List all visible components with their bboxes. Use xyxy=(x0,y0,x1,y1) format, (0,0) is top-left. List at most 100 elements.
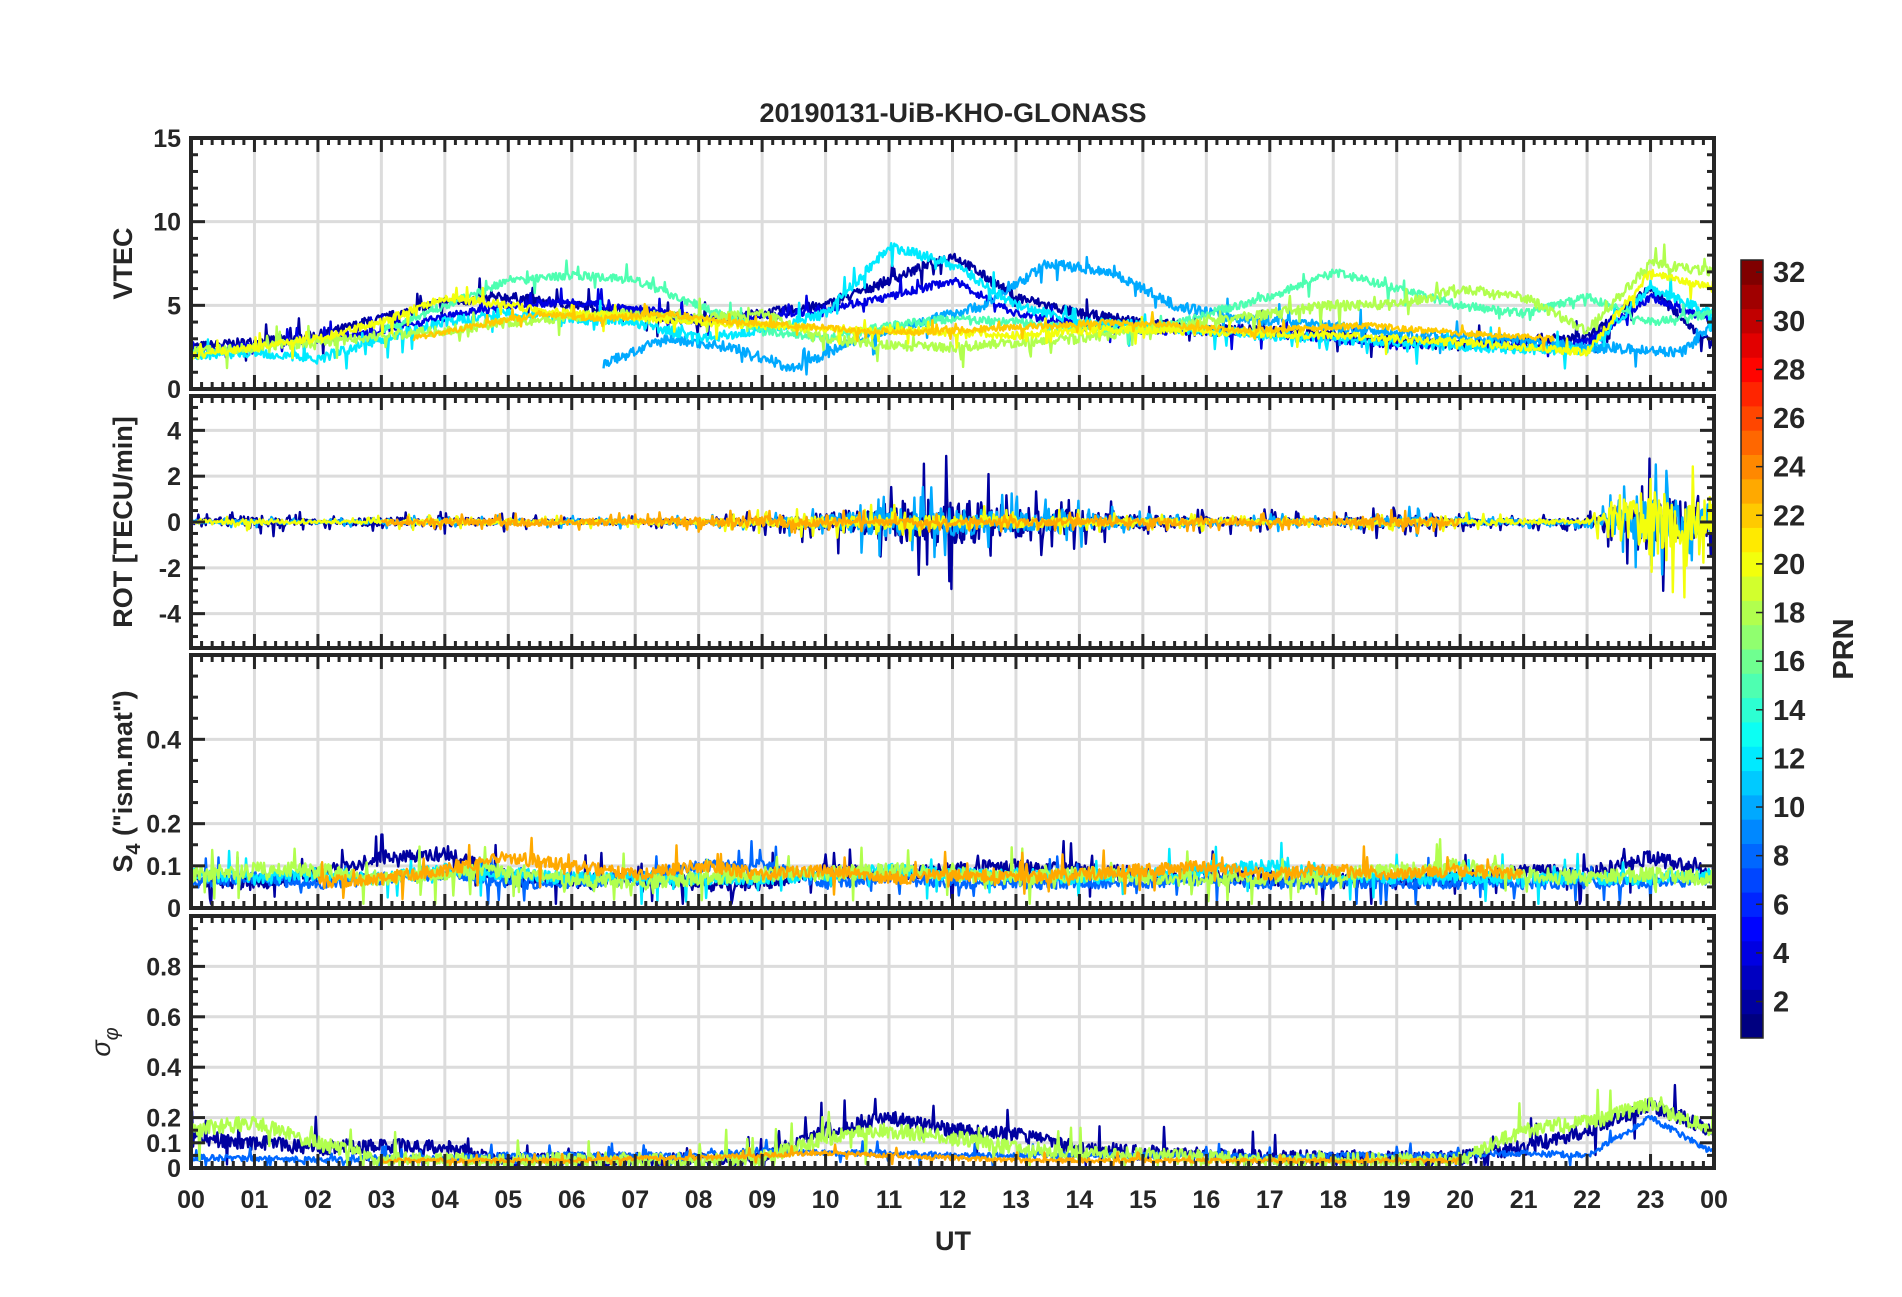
series-line-prn-18 xyxy=(191,243,1714,370)
x-tick-label: 11 xyxy=(876,1186,903,1214)
colorbar-segment-prn-17 xyxy=(1741,624,1763,650)
colorbar-segment-prn-30 xyxy=(1741,308,1763,334)
x-tick-label: 09 xyxy=(748,1186,776,1214)
y-label-subscript: 4 xyxy=(123,843,145,855)
colorbar-tick-label: 16 xyxy=(1773,646,1805,678)
colorbar-segment-prn-12 xyxy=(1741,746,1763,772)
x-tick-label: 04 xyxy=(431,1186,459,1214)
x-tick-label: 01 xyxy=(241,1186,269,1214)
colorbar-segment-prn-22 xyxy=(1741,503,1763,528)
series-group xyxy=(191,241,1714,376)
colorbar-segment-prn-9 xyxy=(1741,819,1763,844)
y-label-rest: ("ism.mat") xyxy=(108,690,138,843)
colorbar-segment-prn-11 xyxy=(1741,770,1763,796)
colorbar-segment-prn-31 xyxy=(1741,284,1763,310)
y-label-main: σ xyxy=(86,1039,116,1057)
colorbar-tick-label: 30 xyxy=(1773,306,1805,338)
colorbar-segment-prn-7 xyxy=(1741,867,1763,893)
y-tick-label: -4 xyxy=(159,601,181,629)
x-tick-label: 15 xyxy=(1129,1186,1157,1214)
y-axis-label: S4 ("ism.mat") xyxy=(108,690,145,872)
colorbar-segment-prn-13 xyxy=(1741,721,1763,747)
y-tick-label: -2 xyxy=(159,555,181,583)
x-tick-label: 14 xyxy=(1066,1186,1094,1214)
y-tick-label: 0.1 xyxy=(146,853,181,881)
x-tick-label: 23 xyxy=(1637,1186,1665,1214)
y-label-subscript: φ xyxy=(101,1027,123,1040)
y-tick-label: 4 xyxy=(167,417,181,445)
y-tick-label: 0.2 xyxy=(146,1105,181,1133)
y-tick-label: 0.8 xyxy=(146,953,181,981)
x-tick-label: 00 xyxy=(1700,1186,1728,1214)
colorbar-segment-prn-19 xyxy=(1741,576,1763,601)
x-tick-label: 08 xyxy=(685,1186,713,1214)
axes-box xyxy=(189,653,1716,910)
x-tick-label: 21 xyxy=(1510,1186,1538,1214)
colorbar-label: PRN xyxy=(1828,618,1860,679)
y-tick-label: 0 xyxy=(167,895,181,923)
x-tick-label: 05 xyxy=(494,1186,522,1214)
x-tick-label: 03 xyxy=(367,1186,395,1214)
x-axis-label: UT xyxy=(935,1226,971,1256)
colorbar-tick-label: 10 xyxy=(1773,792,1805,824)
x-tick-label: 16 xyxy=(1192,1186,1220,1214)
x-tick-label: 07 xyxy=(621,1186,649,1214)
colorbar-segment-prn-24 xyxy=(1741,454,1763,480)
colorbar-tick-label: 8 xyxy=(1773,841,1789,873)
y-tick-label: 0.4 xyxy=(146,726,181,754)
colorbar-segment-prn-28 xyxy=(1741,357,1763,383)
y-tick-label: 0 xyxy=(167,1155,181,1183)
chart-title: 20190131-UiB-KHO-GLONASS xyxy=(759,98,1146,128)
colorbar-segment-prn-32 xyxy=(1741,260,1763,285)
series-line-prn-23 xyxy=(316,836,1524,901)
y-tick-label: 5 xyxy=(167,292,181,320)
y-tick-label: 0 xyxy=(167,376,181,404)
x-tick-label: 22 xyxy=(1573,1186,1601,1214)
colorbar-segment-prn-23 xyxy=(1741,478,1763,504)
colorbar-segment-prn-16 xyxy=(1741,649,1763,674)
colorbar-border xyxy=(1740,259,1764,1039)
panel-4: 00.10.2 0.4 0.6 0.8 σφ xyxy=(86,914,1716,1183)
colorbar-segment-prn-5 xyxy=(1741,916,1763,942)
series-line-prn-23 xyxy=(380,508,1461,535)
colorbar-segment-prn-10 xyxy=(1741,794,1763,820)
colorbar-segment-prn-1 xyxy=(1741,1013,1763,1039)
colorbar-segment-prn-18 xyxy=(1741,600,1763,626)
x-tick-label: 19 xyxy=(1383,1186,1411,1214)
x-tick-label: 17 xyxy=(1256,1186,1284,1214)
series-line-prn-22 xyxy=(412,302,1556,352)
colorbar-tick-label: 24 xyxy=(1773,452,1805,484)
x-tick-label: 06 xyxy=(558,1186,586,1214)
colorbar-segment-prn-3 xyxy=(1741,965,1763,990)
y-axis-label: ROT [TECU/min] xyxy=(108,416,138,627)
colorbar-tick-label: 28 xyxy=(1773,354,1805,386)
y-axis-label: σφ xyxy=(86,1027,123,1056)
y-tick-label: 0 xyxy=(167,509,181,537)
colorbar-segment-prn-2 xyxy=(1741,989,1763,1015)
panel-1: 0 5 10 15 VTEC xyxy=(108,125,1716,404)
colorbar-segment-prn-21 xyxy=(1741,527,1763,553)
series-line-prn-2 xyxy=(191,454,1714,592)
colorbar-tick-label: 4 xyxy=(1773,938,1789,970)
colorbar-segment-prn-26 xyxy=(1741,405,1763,431)
panel-3: 00.10.20.4S4 ("ism.mat") xyxy=(108,653,1716,923)
y-axis-label: VTEC xyxy=(108,227,138,299)
colorbar-tick-label: 6 xyxy=(1773,889,1789,921)
axes-box xyxy=(189,914,1716,1170)
y-tick-label: 0.2 xyxy=(146,811,181,839)
colorbar-tick-label: 32 xyxy=(1773,257,1805,289)
colorbar-segment-prn-27 xyxy=(1741,381,1763,407)
colorbar-tick-label: 12 xyxy=(1773,743,1805,775)
y-tick-label: 15 xyxy=(153,125,181,153)
x-tick-label: 12 xyxy=(939,1186,967,1214)
colorbar-segment-prn-8 xyxy=(1741,843,1763,869)
x-tick-label: 20 xyxy=(1446,1186,1474,1214)
colorbar-tick-label: 18 xyxy=(1773,598,1805,630)
colorbar-segment-prn-14 xyxy=(1741,697,1763,723)
y-label-main: S xyxy=(108,855,138,873)
colorbar-segment-prn-15 xyxy=(1741,673,1763,699)
colorbar-tick-label: 22 xyxy=(1773,500,1805,532)
colorbar-tick-label: 2 xyxy=(1773,987,1789,1019)
